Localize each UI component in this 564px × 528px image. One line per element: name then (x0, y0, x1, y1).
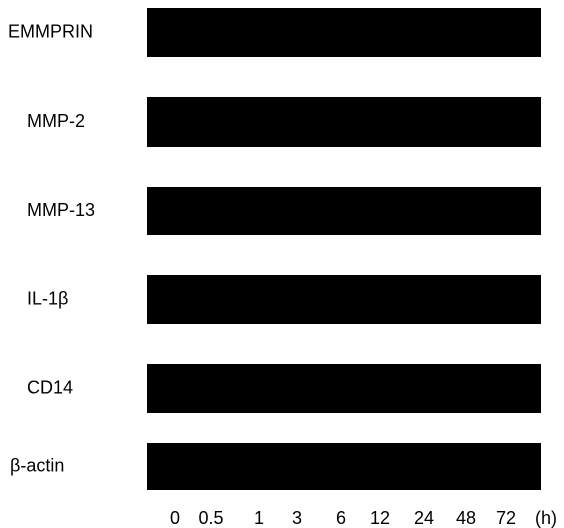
row-label: CD14 (27, 377, 73, 397)
lane-label: 3 (292, 508, 302, 528)
lane-label: 6 (336, 508, 346, 528)
lane-label: 72 (496, 508, 516, 528)
lane-label: 24 (414, 508, 434, 528)
lane-label: 1 (254, 508, 264, 528)
lane-label: 0.5 (198, 508, 223, 528)
row-label: IL-1β (27, 288, 68, 308)
blot-band (147, 443, 541, 490)
row-label: β-actin (10, 455, 64, 475)
unit-label: (h) (535, 508, 557, 528)
lane-label: 12 (370, 508, 390, 528)
row-label: EMMPRIN (8, 21, 93, 41)
lane-label: 0 (170, 508, 180, 528)
row-label: MMP-13 (27, 200, 95, 220)
lane-label: 48 (456, 508, 476, 528)
blot-figure: EMMPRIN MMP-2 MMP-13 IL-1β CD14 β-actin 0 0.5 1 3… (0, 0, 564, 528)
row-label: MMP-2 (27, 111, 85, 131)
blot-band (147, 187, 541, 235)
blot-band (147, 364, 541, 413)
blot-band (147, 8, 541, 57)
blot-band (147, 97, 541, 147)
blot-band (147, 275, 541, 324)
